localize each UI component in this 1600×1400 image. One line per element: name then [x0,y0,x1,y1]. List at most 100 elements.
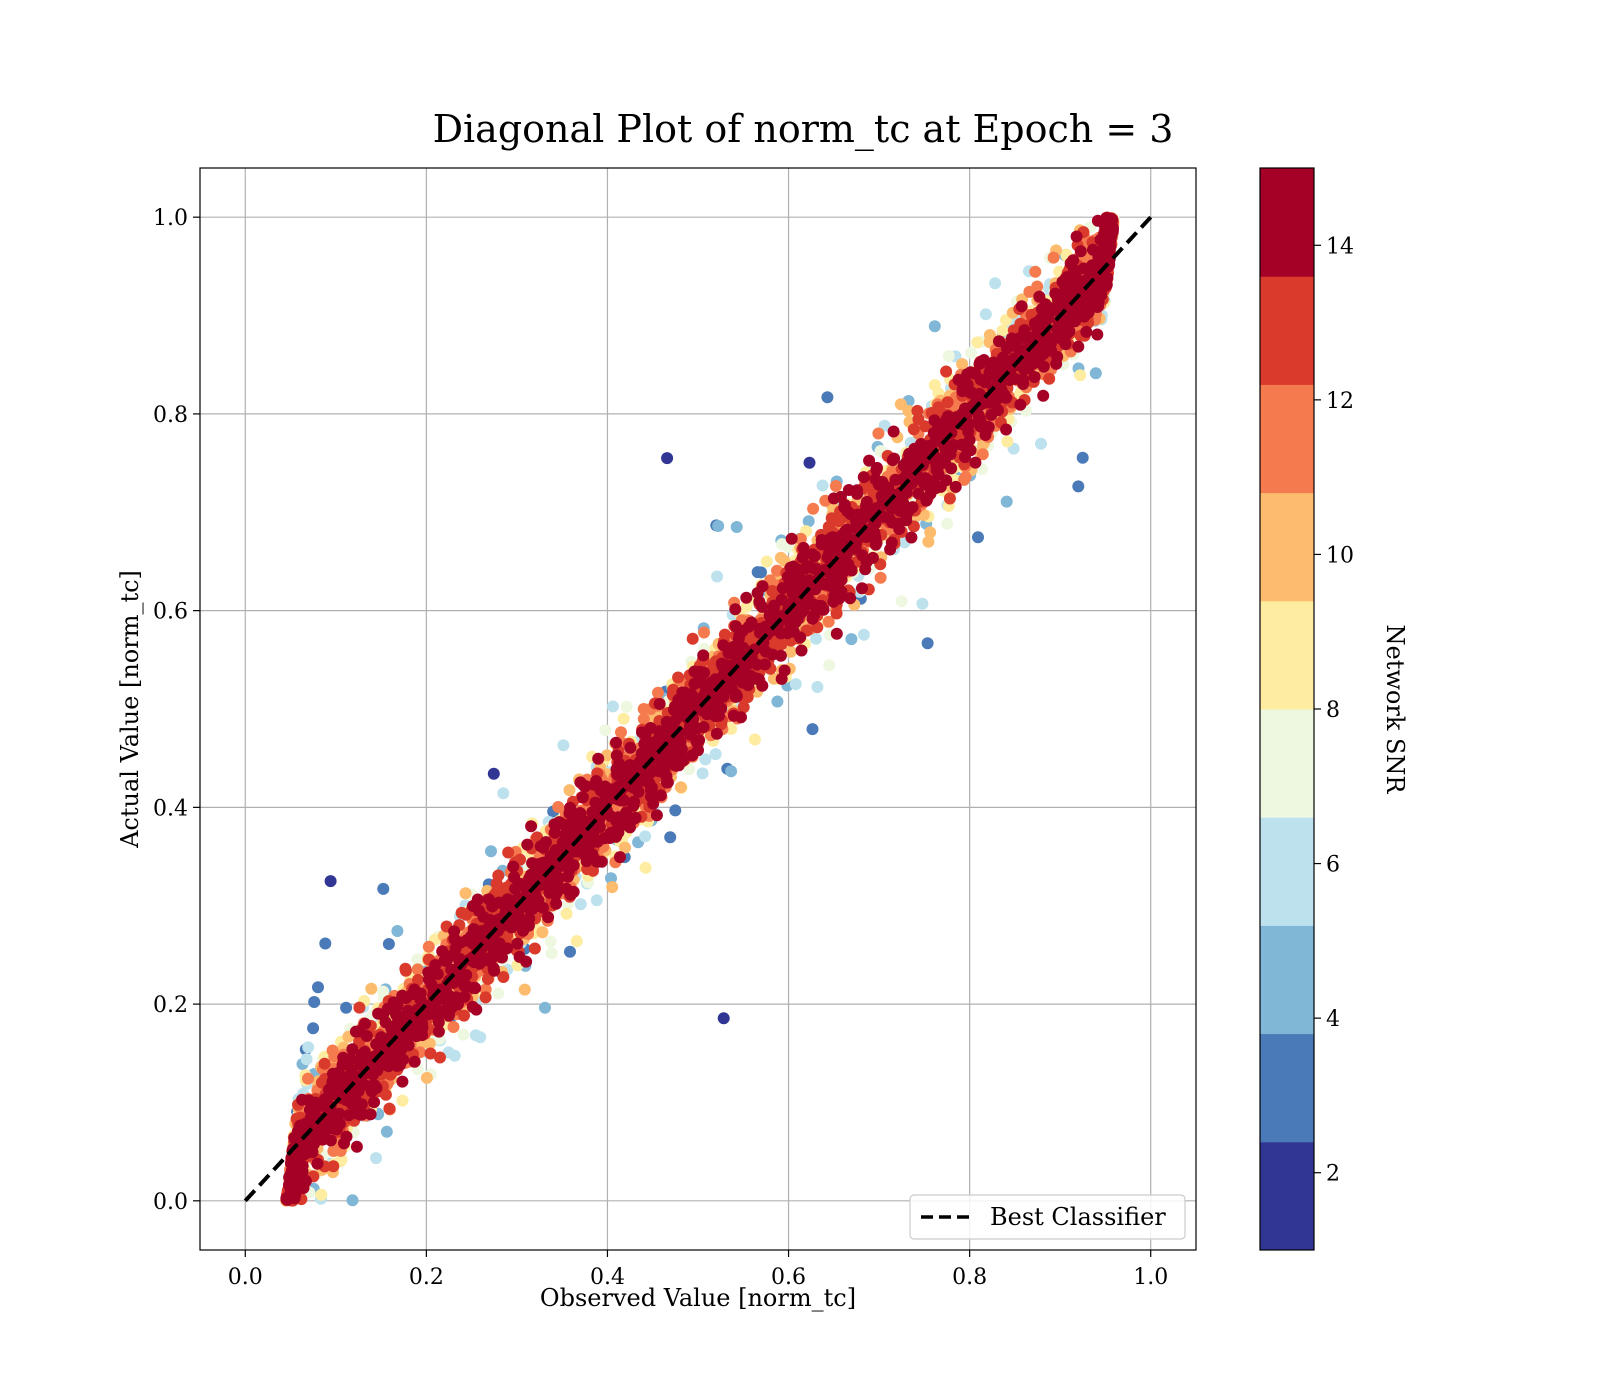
scatter-point [653,698,666,710]
scatter-point [844,592,857,605]
scatter-point [1080,325,1093,338]
scatter-point [941,396,954,409]
scatter-point [379,1088,392,1101]
scatter-point [794,532,807,545]
scatter-point [971,336,984,349]
scatter-point [302,1072,314,1085]
scatter-point [711,570,724,583]
scatter-point [811,681,824,693]
scatter-point [1000,495,1013,508]
scatter-point [725,722,738,735]
scatter-point [810,632,822,645]
scatter-point [959,471,972,484]
scatter-point [424,1047,437,1060]
scatter-point [942,350,955,362]
scatter-point [699,753,712,766]
scatter-point [380,1125,393,1138]
scatter-point [771,564,783,577]
scatter-point [730,521,743,533]
scatter-point [487,767,500,780]
scatter-point [311,1157,324,1170]
scatter-point [1043,372,1056,385]
scatter-point [976,448,989,461]
scatter-point [709,748,722,761]
scatter-point [544,935,557,948]
scatter-point [539,1001,551,1014]
scatter-point [318,1057,331,1070]
scatter-point [979,308,992,321]
scatter-point [457,1028,470,1041]
scatter-point [308,996,321,1008]
scatter-point [807,502,820,515]
scatter-point [300,1053,313,1066]
scatter-point [617,712,630,725]
scatter-point [365,982,378,995]
scatter-point [481,973,494,985]
scatter-point [399,962,412,975]
scatter-point [712,520,725,532]
scatter-point [1074,369,1087,382]
scatter-point [620,700,633,713]
scatter-point [661,452,674,465]
scatter-point [315,1188,328,1201]
chart-title: Diagonal Plot of norm_tc at Epoch = 3 [433,107,1174,152]
scatter-point [802,515,815,528]
scatter-point [928,320,941,333]
scatter-point [748,733,761,746]
scatter-point [1037,389,1050,402]
scatter-point [525,820,538,833]
scatter-point [507,860,520,873]
scatter-point [789,678,802,691]
scatter-point [856,582,868,595]
scatter-point [1072,480,1085,493]
scatter-point [956,358,969,371]
scatter-point [697,649,710,662]
scatter-point [447,1021,460,1033]
scatter-point [346,1194,359,1207]
scatter-point [1001,435,1014,448]
scatter-point [370,1152,383,1165]
scatter-point [1076,451,1089,464]
scatter-point [382,938,395,950]
scatter-point [787,560,800,573]
scatter-point [652,686,664,699]
scatter-point [1091,328,1104,341]
scatter-point [940,365,953,378]
scatter-point [872,427,885,440]
scatter-point [1070,230,1083,243]
scatter-point [822,615,835,628]
scatter-point [857,628,870,641]
scatter-point [528,942,541,955]
scatter-point [965,346,977,359]
scatter-point [560,907,573,920]
scatter-point [606,881,619,894]
scatter-point [564,945,576,958]
scatter-point [876,476,889,488]
scatter-point [928,379,941,392]
scatter-point [605,872,617,885]
scatter-point [816,479,829,492]
scatter-point [536,926,549,939]
scatter-point [639,861,652,874]
scatter-point [894,398,907,411]
scatter-point [760,555,773,568]
scatter-point [570,935,583,948]
scatter-point [916,597,929,610]
scatter-point [550,897,563,910]
scatter-point [823,522,836,535]
scatter-point [784,645,797,658]
scatter-point [497,787,510,800]
scatter-point [396,1075,409,1088]
scatter-point [895,595,908,608]
scatter-point [1089,367,1102,380]
scatter-point [319,937,332,950]
scatter-point [326,1044,339,1057]
scatter-point [1015,300,1028,313]
scatter-point [912,487,925,500]
scatter-point [725,765,738,778]
scatter-point [972,531,984,544]
scatter-point [989,277,1002,290]
scatter-point [563,784,576,797]
scatter-point [830,607,843,620]
scatter-point [825,512,838,525]
